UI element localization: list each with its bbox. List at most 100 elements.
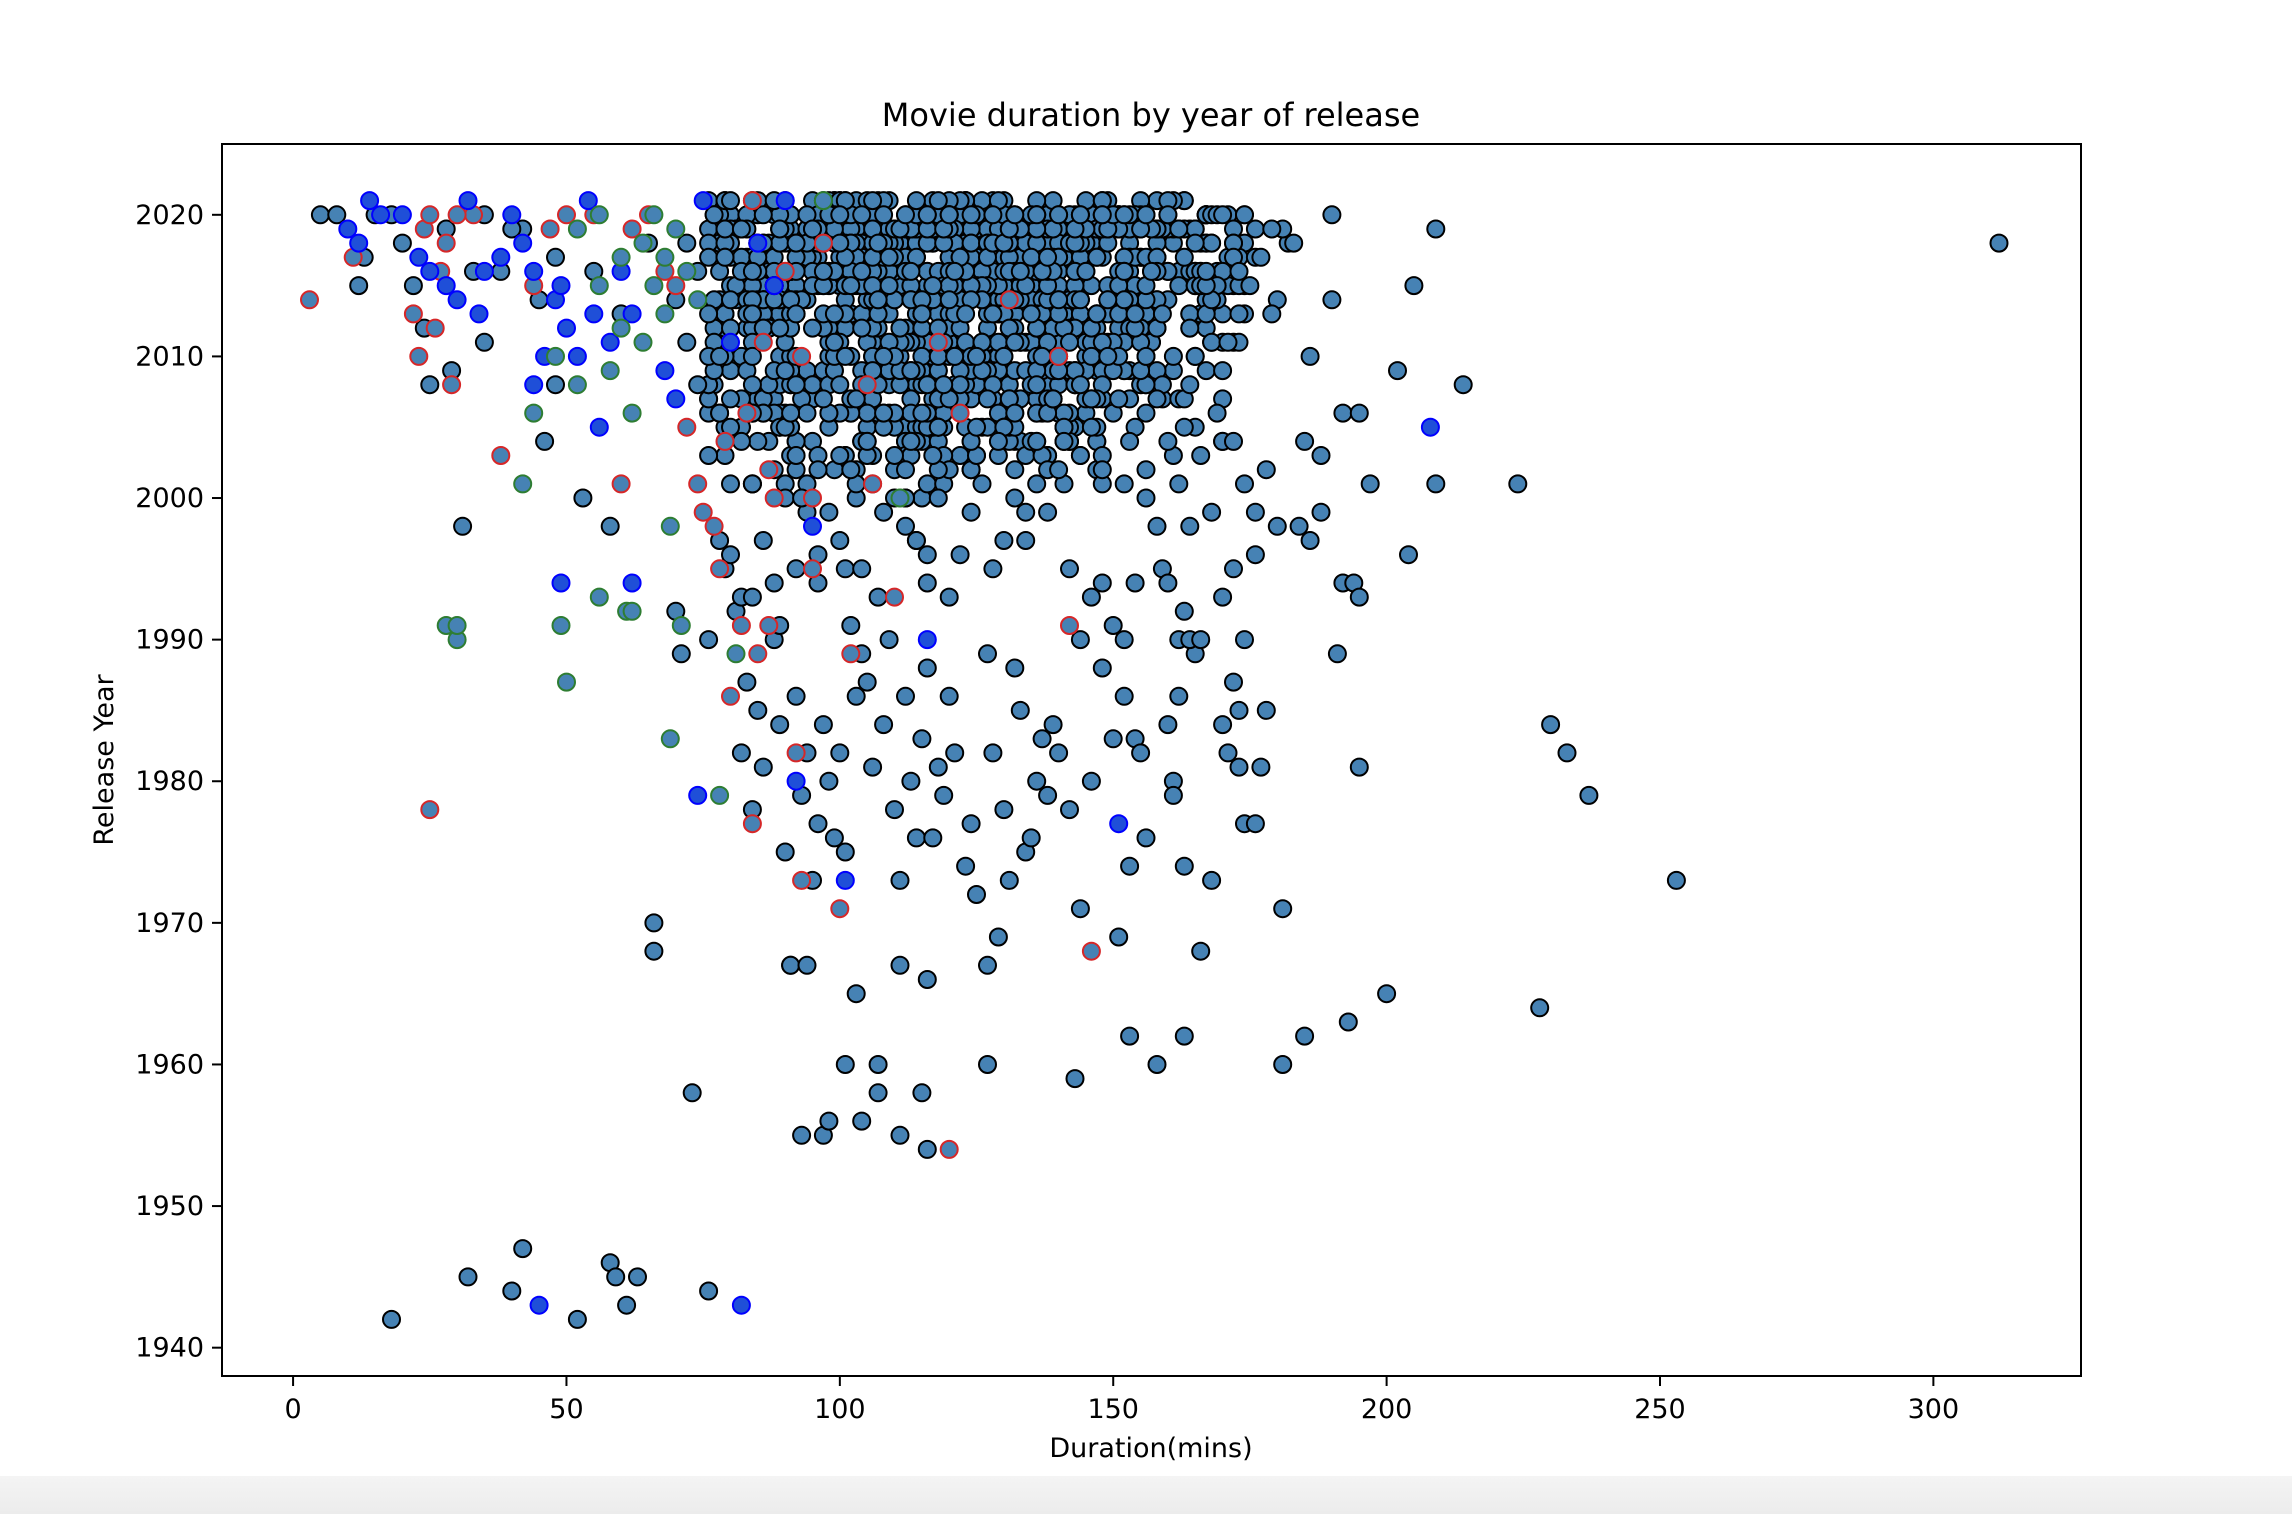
data-point [994,531,1014,550]
data-point [1070,446,1090,465]
data-point [928,191,948,211]
data-point [403,276,423,296]
data-point [392,205,412,225]
data-point [1185,346,1205,366]
data-point [447,290,467,310]
data-point [857,375,877,395]
data-point [1202,870,1222,890]
data-point [835,346,855,366]
data-point [1060,616,1079,635]
data-point [1103,616,1123,635]
data-point [917,375,937,395]
data-point [1284,233,1304,253]
data-point [841,616,861,635]
data-point [1213,587,1233,607]
data-point [835,842,855,862]
data-point [666,276,686,296]
data-point [1038,247,1058,267]
data-point [1349,757,1369,777]
data-point [917,205,937,225]
data-point [1273,899,1293,919]
data-point [759,460,779,480]
data-point [677,332,697,352]
data-point [655,247,675,267]
data-point [1152,304,1172,324]
data-point [327,205,347,225]
data-point [1043,389,1063,409]
data-point [819,771,839,791]
data-point [1021,828,1041,848]
y-tick-label: 1960 [135,1049,204,1080]
data-point [939,205,959,225]
data-point [934,785,954,805]
data-point [950,446,970,465]
data-point [917,545,937,565]
data-point [557,318,576,338]
data-point [792,1125,812,1145]
data-point [644,941,664,961]
data-point [753,332,773,352]
data-point [551,616,571,635]
data-point [748,233,768,253]
data-point [1114,474,1134,494]
data-point [863,191,883,211]
data-point [803,318,822,338]
data-point [978,644,997,664]
data-point [1218,743,1238,763]
data-point [901,431,921,451]
data-point [901,261,921,281]
data-point [567,1309,587,1329]
data-point [781,955,801,975]
data-point [890,488,910,508]
data-point [491,446,511,465]
data-point [1120,1026,1140,1046]
data-point [409,247,429,267]
x-tick-label: 200 [1361,1394,1413,1425]
data-point [1229,304,1249,324]
data-point [846,984,866,1004]
data-point [1070,290,1090,310]
data-point [813,191,833,211]
data-point [1087,304,1107,324]
data-point [1245,502,1265,522]
data-point [611,474,631,494]
data-point [797,955,817,975]
data-point [1016,531,1036,550]
data-point [1245,219,1265,239]
data-point [699,1281,719,1301]
data-point [557,205,576,225]
data-point [819,502,839,522]
data-point [1010,261,1030,281]
data-point [1081,389,1101,409]
data-point [589,276,609,296]
data-point [704,205,724,225]
data-point [1289,516,1309,536]
data-point [671,616,691,635]
data-point [742,346,762,366]
data-point [1180,318,1200,338]
data-point [770,715,790,735]
data-point [961,502,981,522]
data-point [1060,800,1079,820]
data-point [1103,729,1123,749]
data-point [1989,233,2009,253]
data-point [868,1083,888,1103]
data-point [1191,630,1211,650]
data-point [967,885,986,904]
data-point [824,304,844,324]
data-point [688,375,708,395]
data-point [540,219,560,239]
data-point [567,346,587,366]
data-point [868,233,888,253]
data-point [606,1267,626,1287]
data-points [300,191,2009,1329]
data-point [1070,375,1090,395]
data-point [677,261,697,281]
data-point [835,870,855,890]
data-point [551,573,571,593]
data-point [589,587,609,607]
data-point [349,233,369,253]
data-point [660,729,680,749]
data-point [1349,403,1369,423]
data-point [1060,332,1079,352]
